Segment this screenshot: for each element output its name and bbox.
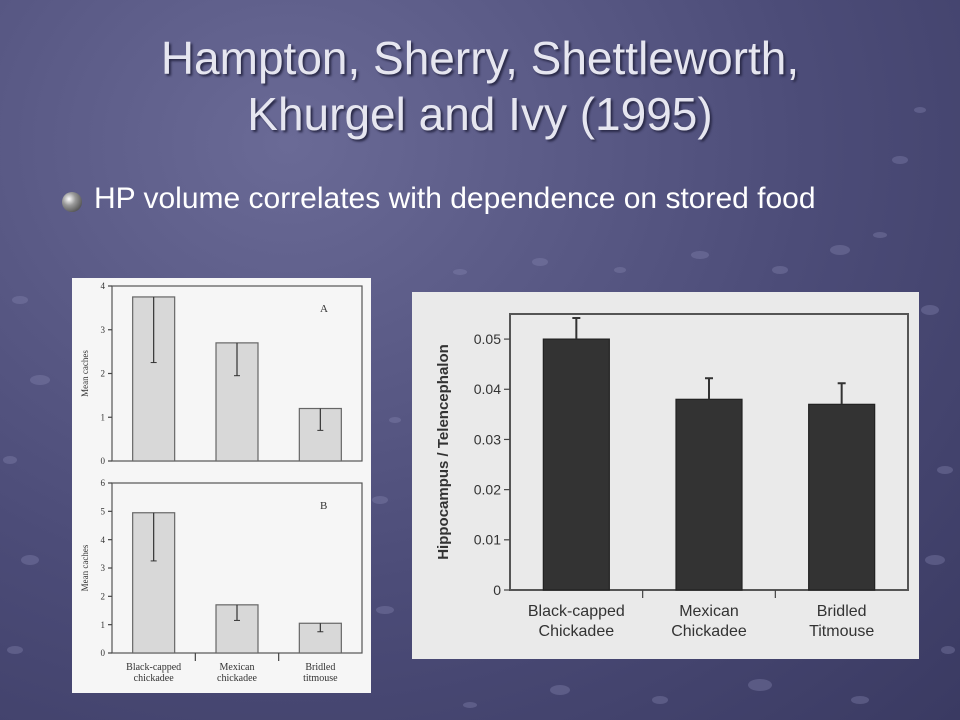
bar xyxy=(675,398,743,591)
y-tick-label: 0.04 xyxy=(474,381,501,397)
y-tick-label: 4 xyxy=(101,281,106,291)
slide-title: Hampton, Sherry, Shettleworth, Khurgel a… xyxy=(0,30,960,142)
y-tick-label: 0.05 xyxy=(474,331,501,347)
y-tick-label: 3 xyxy=(101,563,106,573)
category-label: Chickadee xyxy=(539,623,615,640)
y-tick-label: 0.03 xyxy=(474,431,501,447)
title-line-1: Hampton, Sherry, Shettleworth, xyxy=(160,32,800,84)
category-label: Mexican xyxy=(220,662,255,673)
category-label: Bridled xyxy=(305,662,335,673)
y-tick-label: 0 xyxy=(493,582,501,598)
y-tick-label: 2 xyxy=(101,591,106,601)
y-tick-label: 4 xyxy=(101,535,106,545)
y-tick-label: 0.02 xyxy=(474,482,501,498)
hippocampus-chart-panel: 0 0.01 0.02 0.03 0.04 0.05 Hippocampus / Telen… xyxy=(412,292,919,659)
y-tick-label: 2 xyxy=(101,369,106,379)
y-axis-label: Hippocampus / Telencephalon xyxy=(435,344,452,560)
bar xyxy=(542,338,610,591)
bullet-text: HP volume correlates with dependence on … xyxy=(94,182,816,215)
y-tick-label: 0 xyxy=(101,648,106,658)
panel-label: B xyxy=(320,500,327,512)
bullet-icon xyxy=(62,192,82,212)
y-tick-label: 6 xyxy=(101,478,106,488)
category-label: chickadee xyxy=(134,673,175,684)
y-axis-label: Mean caches xyxy=(80,350,90,397)
category-label: Chickadee xyxy=(671,623,747,640)
y-tick-label: 0.01 xyxy=(474,532,501,548)
category-label: Black-capped xyxy=(528,603,625,620)
category-label: Black-capped xyxy=(126,662,181,673)
chart-mean-caches-a: 0 1 2 3 4 Mean caches A xyxy=(80,281,363,466)
chart-hippocampus-ratio: 0 0.01 0.02 0.03 0.04 0.05 Hippocampus / Telen… xyxy=(435,313,909,640)
panel-label: A xyxy=(320,303,328,315)
category-label: Mexican xyxy=(679,603,739,620)
y-tick-label: 5 xyxy=(101,506,106,516)
y-axis-label: Mean caches xyxy=(80,544,90,591)
category-label: chickadee xyxy=(217,673,258,684)
cache-charts-panel: 0 1 2 3 4 Mean caches A 0 1 2 3 4 5 6 Mean caches B Bla… xyxy=(72,278,371,693)
category-label: Titmouse xyxy=(809,623,874,640)
title-line-2: Khurgel and Ivy (1995) xyxy=(247,88,713,140)
y-tick-label: 1 xyxy=(101,412,106,422)
category-label: Bridled xyxy=(817,603,867,620)
y-tick-label: 0 xyxy=(101,456,106,466)
bar xyxy=(808,403,876,591)
y-tick-label: 3 xyxy=(101,325,106,335)
y-tick-label: 1 xyxy=(101,620,106,630)
category-label: titmouse xyxy=(303,673,338,684)
